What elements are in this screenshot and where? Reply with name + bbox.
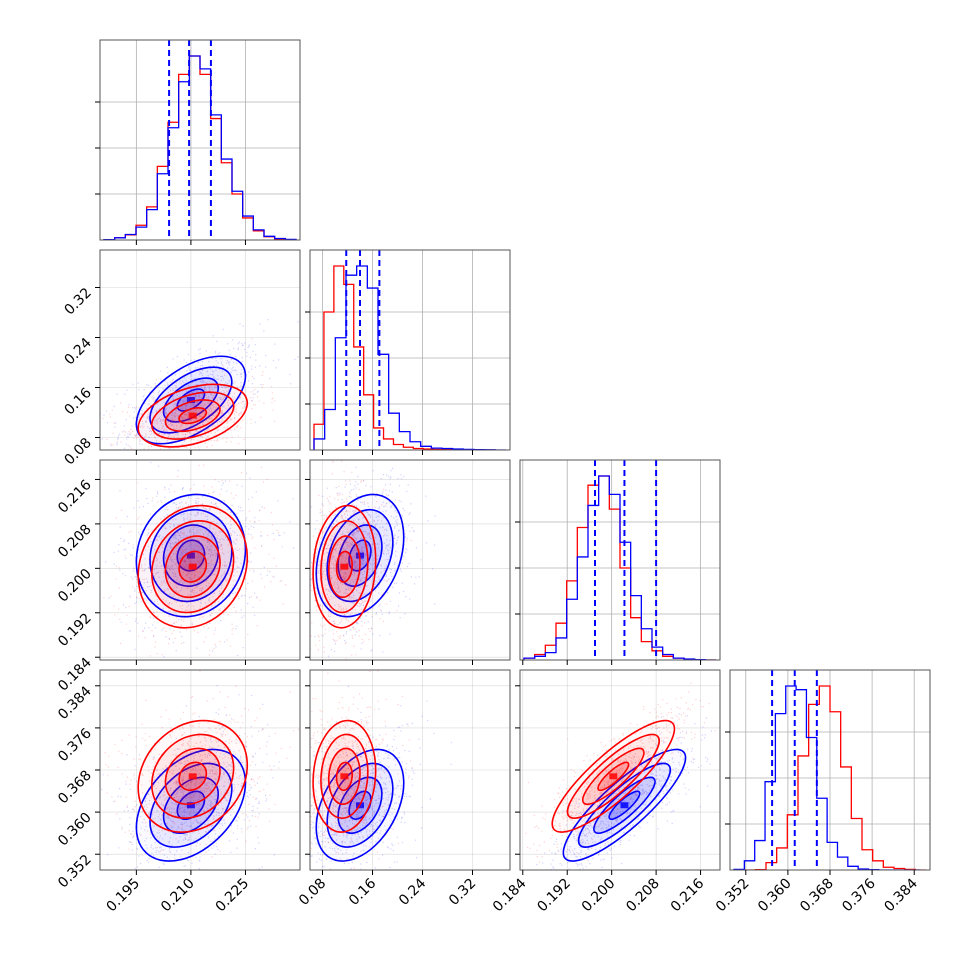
x-tick-label: 0.376 — [839, 875, 879, 915]
y-tick-label: 0.216 — [55, 477, 95, 517]
panel-2-2 — [520, 460, 720, 660]
y-tick-label: 0.208 — [55, 521, 95, 561]
y-tick-label: 0.08 — [61, 435, 94, 468]
panel-1-0 — [100, 250, 300, 450]
y-tick-label: 0.200 — [55, 566, 95, 606]
scatter-0 — [310, 685, 452, 870]
contour-1 — [137, 504, 249, 629]
density-peak-1 — [188, 773, 197, 780]
x-tick-label: 0.184 — [490, 875, 530, 915]
contour-0 — [315, 748, 405, 862]
x-tick-label: 0.195 — [104, 876, 144, 916]
density-peak-0 — [186, 552, 195, 559]
density-peak-0 — [186, 802, 195, 809]
x-tick-label: 0.16 — [346, 875, 379, 908]
density-peak-0 — [620, 802, 629, 809]
y-tick-label: 0.376 — [55, 725, 95, 765]
x-tick-label: 0.08 — [296, 876, 329, 909]
contour-1 — [312, 504, 377, 629]
x-tick-label: 0.352 — [713, 876, 753, 916]
x-tick-label: 0.368 — [797, 876, 837, 916]
scatter-1 — [525, 682, 720, 863]
histogram-0-2 — [523, 475, 716, 660]
x-tick-label: 0.24 — [396, 875, 429, 908]
histogram-0-1 — [313, 265, 506, 450]
y-tick-label: 0.368 — [55, 768, 95, 808]
contour-1 — [137, 383, 249, 448]
density-peak-1 — [188, 412, 197, 419]
y-tick-label: 0.16 — [61, 385, 94, 418]
y-tick-label: 0.352 — [55, 852, 95, 892]
panel-3-3 — [730, 670, 930, 870]
panel-frame — [519, 459, 721, 661]
y-tick-label: 0.184 — [55, 655, 95, 695]
y-tick-label: 0.24 — [61, 335, 94, 368]
density-peak-1 — [188, 563, 197, 570]
contour-0 — [135, 748, 247, 862]
contour-0 — [315, 493, 405, 618]
panel-3-2 — [520, 670, 720, 870]
panel-frame — [309, 249, 511, 451]
histogram-0-0 — [103, 55, 297, 240]
panel-3-0 — [100, 670, 300, 870]
panel-2-0 — [100, 460, 300, 660]
contour-1 — [312, 719, 377, 833]
panel-3-1 — [310, 670, 510, 870]
y-tick-label: 0.32 — [61, 285, 94, 318]
contour-1 — [551, 719, 676, 833]
x-tick-label: 0.360 — [755, 876, 795, 916]
x-tick-label: 0.216 — [668, 875, 708, 915]
panel-frame — [99, 249, 301, 451]
x-tick-label: 0.384 — [881, 875, 921, 915]
scatter-1 — [103, 464, 287, 660]
y-tick-label: 0.192 — [55, 610, 95, 650]
panel-2-1 — [310, 460, 510, 660]
y-tick-label: 0.360 — [55, 810, 95, 850]
x-tick-label: 0.210 — [158, 876, 198, 916]
density-peak-1 — [609, 773, 618, 780]
density-peak-1 — [340, 563, 349, 570]
x-tick-label: 0.32 — [446, 876, 479, 909]
density-peak-1 — [340, 773, 349, 780]
x-tick-label: 0.208 — [623, 876, 663, 916]
x-tick-label: 0.200 — [579, 876, 619, 916]
x-tick-label: 0.225 — [213, 876, 253, 916]
panel-frame — [99, 459, 301, 661]
contour-1 — [137, 719, 249, 833]
panel-frame — [309, 459, 511, 661]
x-tick-label: 0.192 — [534, 876, 574, 916]
contour-0 — [562, 748, 687, 862]
contour-0 — [135, 493, 247, 618]
panel-1-1 — [310, 250, 510, 450]
panel-frame — [99, 39, 301, 241]
panel-0-0 — [100, 40, 300, 240]
histogram-1-3 — [734, 685, 926, 870]
density-peak-0 — [186, 397, 195, 403]
